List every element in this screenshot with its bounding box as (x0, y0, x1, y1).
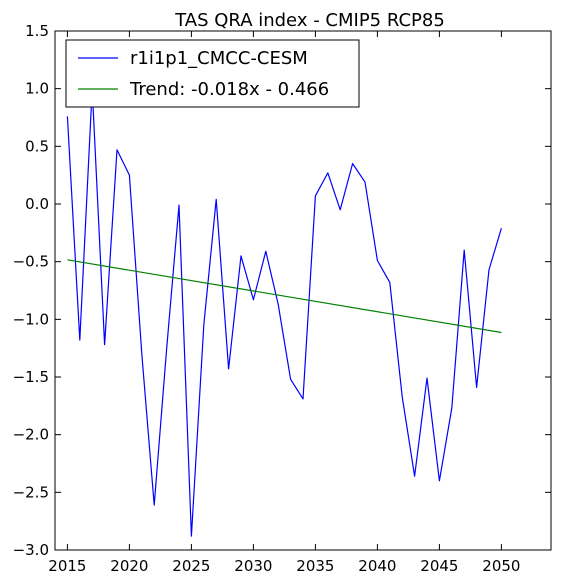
chart-title: TAS QRA index - CMIP5 RCP85 (174, 10, 445, 31)
y-tick-label: −1.0 (13, 310, 49, 328)
x-tick-label: 2045 (420, 557, 458, 575)
y-tick-label: −3.0 (13, 541, 49, 559)
x-tick-label: 2035 (296, 557, 334, 575)
plot-frame (54, 30, 552, 551)
y-tick-label: 0.0 (25, 195, 49, 213)
x-tick-label: 2050 (482, 557, 520, 575)
y-tick-label: −2.5 (13, 483, 49, 501)
ticks-layer: 2015 2020 2025 2030 2035 2040 2045 2050 1.5 1.0 0.… (13, 22, 551, 575)
legend-label-series: r1i1p1_CMCC-CESM (130, 48, 308, 69)
y-tick-label: −0.5 (13, 253, 49, 271)
legend-label-trend: Trend: -0.018x - 0.466 (129, 79, 329, 100)
x-tick-label: 2040 (358, 557, 396, 575)
y-tick-label: −2.0 (13, 426, 49, 444)
series-line-trend (67, 259, 502, 334)
y-tick-label: 1.0 (25, 80, 49, 98)
series-layer (66, 88, 502, 537)
x-tick-label: 2025 (172, 557, 210, 575)
x-tick-label: 2020 (110, 557, 148, 575)
plot-area (55, 31, 551, 550)
legend-box (65, 39, 360, 108)
x-tick-label: 2015 (48, 557, 86, 575)
legend: r1i1p1_CMCC-CESM Trend: -0.018x - 0.466 (65, 39, 360, 108)
y-tick-label: 1.5 (25, 22, 49, 40)
x-tick-label: 2030 (234, 557, 272, 575)
y-tick-label: 0.5 (25, 137, 49, 155)
y-tick-label: −1.5 (13, 368, 49, 386)
series-line-model (66, 88, 502, 537)
